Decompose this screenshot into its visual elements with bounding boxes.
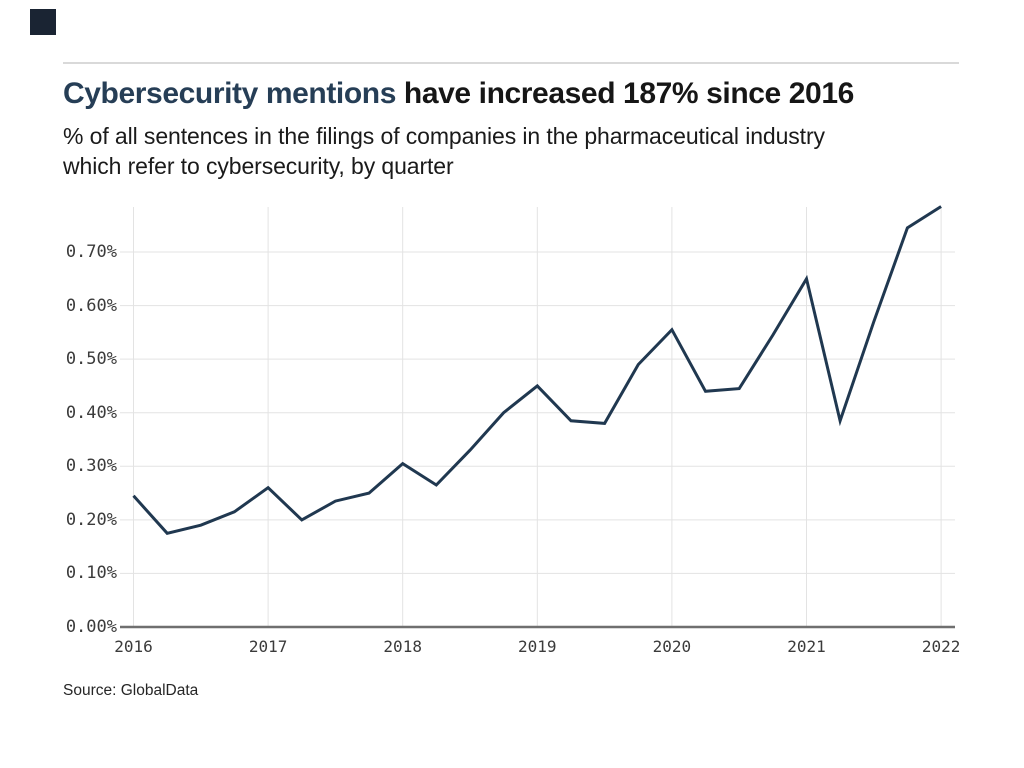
x-axis-tick-label: 2019 xyxy=(518,637,557,656)
y-axis-tick-label: 0.50% xyxy=(65,349,117,370)
y-axis-tick-label: 0.30% xyxy=(65,456,117,477)
x-axis-tick-label: 2017 xyxy=(248,637,288,656)
trend-line xyxy=(132,205,942,535)
x-axis-tick-label: 2018 xyxy=(383,637,422,656)
chart-subtitle-line1: % of all sentences in the filings of com… xyxy=(63,123,825,149)
chart-subtitle: % of all sentences in the filings of com… xyxy=(63,121,825,181)
brand-logo-square xyxy=(30,9,56,35)
y-axis-tick-label: 0.20% xyxy=(65,509,117,530)
chart-subtitle-line2: which refer to cybersecurity, by quarter xyxy=(63,153,454,179)
header-divider xyxy=(63,62,959,64)
chart-title-highlight: Cybersecurity mentions xyxy=(63,77,396,110)
y-axis-tick-label: 0.00% xyxy=(65,617,117,637)
y-axis-tick-label: 0.70% xyxy=(65,242,117,262)
x-axis-tick-label: 2020 xyxy=(652,637,692,656)
chart-title-rest: have increased 187% since 2016 xyxy=(395,77,854,110)
source-credit: Source: GlobalData xyxy=(63,682,199,699)
x-axis-tick-label: 2022 xyxy=(921,637,961,656)
y-axis-tick-label: 0.40% xyxy=(65,402,117,423)
chart-title: Cybersecurity mentions have increased 18… xyxy=(63,76,854,112)
y-axis-tick-label: 0.10% xyxy=(65,563,117,584)
x-axis-tick-label: 2021 xyxy=(787,637,826,656)
y-axis-tick-label: 0.60% xyxy=(65,295,117,316)
x-axis-tick-label: 2016 xyxy=(114,637,153,656)
